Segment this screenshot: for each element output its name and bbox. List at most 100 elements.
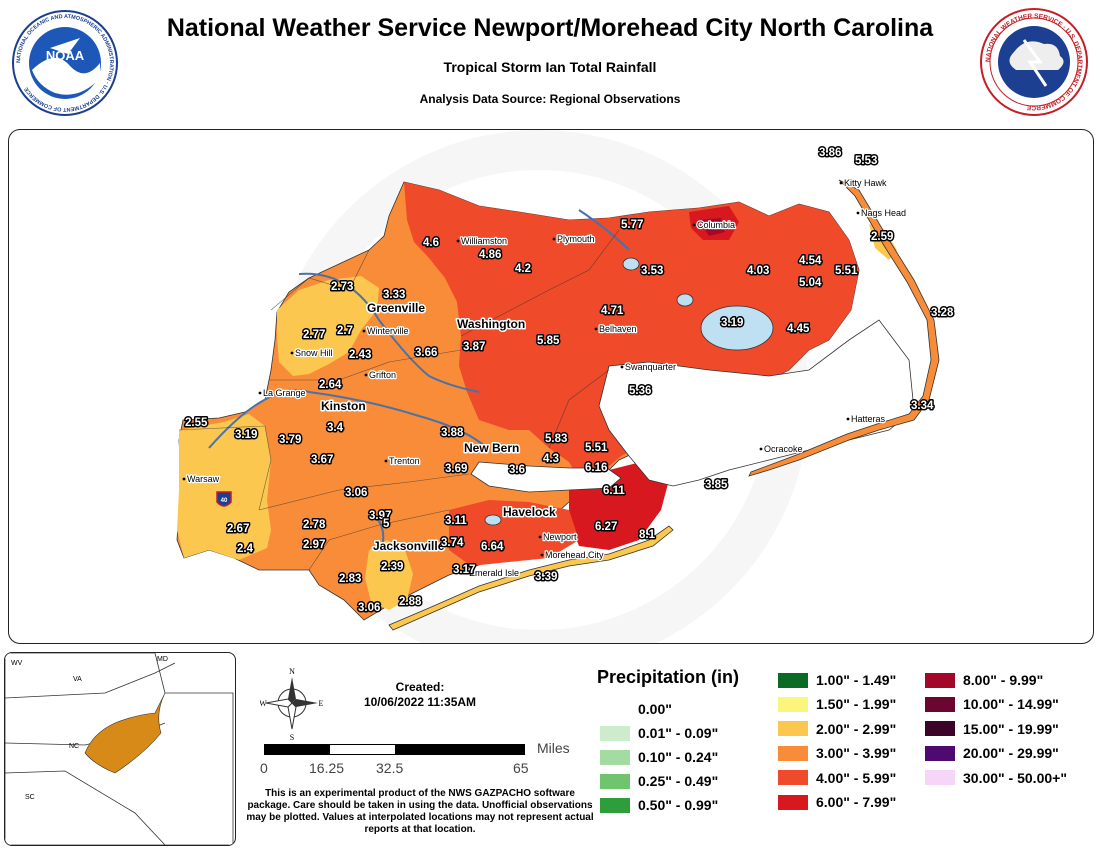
lake-mattamuskeet (700, 305, 774, 351)
legend-label: 30.00" - 50.00+" (963, 769, 1067, 786)
legend-label: 10.00" - 14.99" (963, 696, 1059, 713)
legend-swatch (925, 745, 955, 761)
place-dot (839, 181, 843, 185)
place-label: Morehead City (545, 550, 604, 560)
rainfall-value: 5.83 (545, 433, 567, 445)
legend-item: 3.00" - 3.99" (778, 744, 896, 762)
rainfall-value: 4.6 (423, 237, 439, 249)
legend-swatch (600, 725, 630, 741)
legend-label: 1.00" - 1.49" (816, 672, 897, 688)
noaa-logo: NOAA NATIONAL OCEANIC AND ATMOSPHERIC AD… (10, 8, 120, 123)
compass-rose: N S E W (259, 665, 324, 746)
place-dot (290, 351, 294, 355)
rainfall-value: 6.16 (585, 462, 607, 474)
rainfall-value: 2.7 (337, 325, 353, 337)
legend-swatch (778, 770, 808, 786)
rainfall-value: 2.78 (303, 519, 326, 531)
place-label: Greenville (367, 301, 425, 315)
rainfall-value: 3.4 (327, 422, 344, 434)
place-labels: Kitty Hawk Nags Head Columbia Plymouth Willi… (182, 177, 907, 579)
place-dot (464, 571, 468, 575)
region-4in (404, 182, 859, 482)
place-label: New Bern (464, 441, 519, 455)
compass-e: E (319, 699, 324, 708)
legend-label: 1.50" - 1.99" (816, 696, 897, 713)
scale-tick: 65 (513, 760, 529, 776)
place-label: Nags Head (861, 208, 906, 218)
compass-n: N (289, 667, 295, 676)
rivers (208, 209, 630, 551)
rainfall-value: 3.88 (441, 427, 464, 439)
rainfall-value: 5 (383, 518, 390, 530)
inset-state-label: MD (157, 656, 168, 663)
rainfall-value: 4.71 (601, 305, 624, 317)
rainfall-value: 3.17 (453, 564, 475, 576)
legend-label: 20.00" - 29.99" (963, 745, 1059, 762)
rainfall-value: 4.45 (787, 323, 810, 335)
legend-item: 0.10" - 0.24" (600, 748, 718, 766)
scale-tick: 32.5 (376, 760, 404, 776)
rainfall-value: 5.77 (621, 219, 643, 231)
rainfall-value: 2.55 (185, 417, 208, 429)
rainfall-value: 5.04 (799, 277, 822, 289)
place-label: Snow Hill (295, 348, 333, 358)
scale-tick: 16.25 (309, 760, 345, 776)
rainfall-value: 6.27 (595, 521, 617, 533)
rainfall-value: 2.59 (871, 231, 893, 243)
locator-inset-canvas: WV MD VA NC SC (5, 653, 234, 845)
legend-swatch (925, 696, 955, 712)
rainfall-value: 4.54 (799, 255, 822, 267)
legend-item: 4.00" - 5.99" (778, 769, 896, 787)
created-stamp: Created: 10/06/2022 11:35AM (330, 680, 510, 710)
rainfall-value: 2.88 (399, 596, 422, 608)
compass-s: S (290, 733, 294, 741)
rainfall-value: 3.6 (509, 464, 525, 476)
rainfall-value: 3.19 (235, 429, 257, 441)
rainfall-value: 4.03 (747, 265, 769, 277)
rainfall-value: 6.11 (603, 485, 625, 497)
place-label: Emerald Isle (469, 568, 519, 578)
place-dot (692, 223, 696, 227)
place-dot (538, 535, 542, 539)
place-label: Trenton (389, 456, 420, 466)
legend-swatch (600, 773, 630, 789)
lake-phelps (622, 257, 640, 271)
place-label: Belhaven (599, 324, 637, 334)
scale-unit: Miles (537, 740, 570, 756)
rainfall-value: 2.43 (349, 349, 371, 361)
legend-item: 0.25" - 0.49" (600, 772, 718, 790)
place-label: Williamston (461, 236, 507, 246)
rainfall-value: 3.66 (415, 347, 437, 359)
rainfall-value: 3.86 (819, 147, 841, 159)
place-dot (258, 391, 262, 395)
outer-banks (748, 179, 940, 477)
inset-state-label: VA (73, 676, 82, 683)
legend-item: 15.00" - 19.99" (925, 720, 1059, 738)
rainfall-value: 5.51 (585, 442, 608, 454)
legend-label: 8.00" - 9.99" (963, 672, 1044, 688)
interstate-40-shield: 40 (216, 491, 232, 507)
place-label: Hatteras (851, 414, 886, 424)
rainfall-value: 6.64 (481, 541, 504, 553)
disclaimer-text: This is an experimental product of the N… (246, 788, 594, 835)
place-label: Havelock (503, 505, 556, 519)
rainfall-value: 2.77 (303, 329, 325, 341)
rainfall-value: 3.74 (441, 537, 464, 549)
rainfall-value: 3.19 (721, 317, 743, 329)
legend-label: 3.00" - 3.99" (816, 745, 897, 762)
rainfall-value: 3.67 (311, 454, 333, 466)
rainfall-value: 4.2 (515, 263, 531, 275)
place-label: Plymouth (557, 234, 595, 244)
region-8in-columbia (699, 218, 725, 236)
rainfall-value: 3.33 (383, 289, 405, 301)
legend-item: 0.01" - 0.09" (600, 724, 718, 742)
legend-item: 0.00" (600, 700, 672, 718)
rainfall-value: 3.11 (445, 515, 467, 527)
rainfall-value: 2.64 (319, 379, 342, 391)
inset-state-label: WV (11, 660, 23, 667)
legend-swatch (925, 770, 955, 786)
legend-label: 0.50" - 0.99" (638, 797, 719, 813)
neuse-river (470, 461, 622, 493)
legend-swatch (925, 672, 955, 688)
scale-tick: 0 (260, 760, 268, 776)
